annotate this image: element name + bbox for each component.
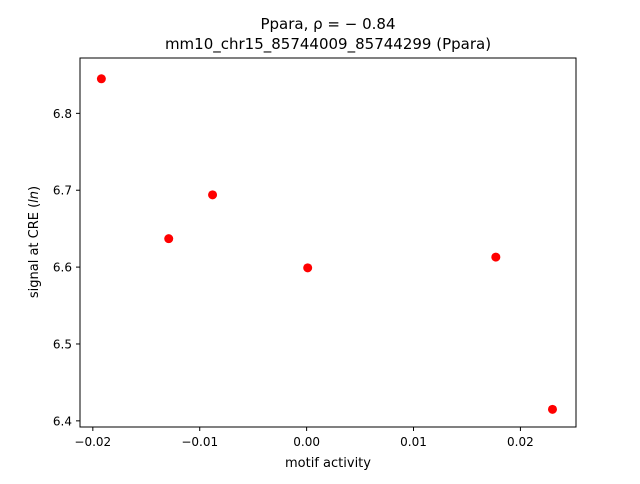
data-point (208, 190, 218, 200)
chart-title-line2: mm10_chr15_85744009_85744299 (Ppara) (165, 35, 491, 54)
x-tick-label: 0.01 (400, 435, 427, 449)
x-tick-label: 0.00 (293, 435, 320, 449)
plot-frame (79, 57, 577, 428)
data-point (303, 263, 313, 273)
plot-area (80, 58, 576, 427)
x-axis-label: motif activity (285, 456, 371, 471)
x-tick-label: −0.02 (74, 435, 111, 449)
y-axis-label-close: ) (27, 186, 42, 191)
y-axis-label-text: signal at CRE ( (27, 203, 42, 298)
data-point (96, 74, 106, 84)
y-axis-label-unit: ln (27, 191, 42, 203)
data-point (547, 404, 557, 414)
scatter-points (96, 74, 557, 414)
y-axis-label: signal at CRE (ln) (27, 186, 42, 298)
y-tick-label: 6.8 (53, 107, 72, 121)
x-tick-label: −0.01 (181, 435, 218, 449)
data-point (491, 252, 501, 262)
y-tick-label: 6.6 (53, 261, 72, 275)
y-axis-ticks: 6.4 6.5 6.6 6.7 6.8 (53, 107, 80, 428)
data-point (164, 234, 174, 244)
y-tick-label: 6.5 (53, 337, 72, 351)
y-tick-label: 6.7 (53, 184, 72, 198)
x-axis-ticks: −0.02 −0.01 0.00 0.01 0.02 (74, 427, 534, 449)
y-tick-label: 6.4 (53, 414, 72, 428)
chart-title-line1: Ppara, ρ = − 0.84 (260, 15, 395, 33)
x-tick-label: 0.02 (507, 435, 534, 449)
